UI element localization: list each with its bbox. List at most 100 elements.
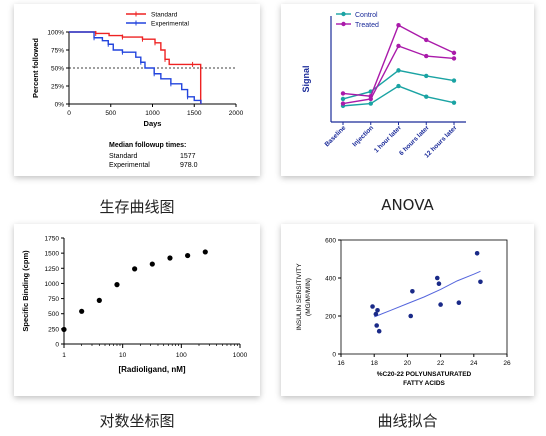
x-tick-label: 16	[337, 360, 345, 367]
y-tick-label: 0%	[55, 102, 65, 109]
x-tick-label: 500	[105, 110, 116, 117]
data-point	[114, 282, 120, 288]
anova-caption: ANOVA	[381, 196, 434, 214]
data-point-treated	[451, 56, 457, 61]
survival-line-experimental	[69, 31, 202, 104]
x-axis-title: FATTY ACIDS	[403, 380, 445, 387]
data-point	[167, 255, 173, 261]
data-point	[374, 323, 379, 328]
survival-line-standard	[69, 31, 202, 104]
legend-marker	[341, 21, 346, 27]
y-tick-label: 25%	[51, 84, 64, 91]
data-point-control	[424, 94, 429, 99]
x-tick-label: 26	[503, 360, 511, 367]
data-point	[61, 326, 67, 333]
data-point	[478, 279, 483, 285]
x-tick-label: 22	[437, 360, 445, 367]
legend-label: Control	[355, 12, 378, 19]
y-tick-label: 1250	[45, 266, 60, 273]
survival-panel: 0% 25% 50% 75% 100% 0 500 1000 1500 2000 Days Perce…	[14, 4, 260, 176]
data-point-control	[451, 78, 457, 83]
data-point-treated	[340, 101, 346, 106]
survival-chart: 0% 25% 50% 75% 100% 0 500 1000 1500 2000 Days Perce…	[31, 11, 244, 169]
y-tick-label: 1750	[45, 236, 60, 243]
x-tick-label: 1000	[145, 110, 160, 117]
fit-caption: 曲线拟合	[377, 412, 438, 430]
x-axis-title: Days	[144, 119, 162, 128]
data-point-control	[451, 100, 457, 105]
x-tick-label: 0	[67, 110, 71, 117]
data-point-treated	[424, 37, 429, 43]
series-line-control	[342, 85, 455, 107]
data-point	[410, 289, 415, 294]
loglog-caption: 对数坐标图	[99, 412, 175, 430]
x-tick-label: 20	[404, 360, 412, 367]
data-point	[375, 308, 380, 313]
data-point	[79, 308, 85, 314]
x-tick-label: 18	[371, 360, 379, 367]
y-tick-label: 0	[332, 352, 336, 359]
data-point-treated	[424, 53, 429, 59]
data-point-treated	[396, 23, 401, 28]
data-point-control	[340, 96, 346, 102]
x-tick-label: 100	[176, 352, 187, 359]
x-axis-title: %C20-22 POLYUNSATURATED	[377, 371, 472, 378]
data-point-control	[396, 68, 401, 73]
data-point-control	[424, 73, 429, 79]
data-point	[96, 297, 102, 303]
loglog-panel: 0 250 500 750 1000 1250 1500 1750 1 10 100 1000 [Rad…	[14, 224, 260, 396]
data-point	[436, 281, 442, 286]
y-tick-label: 400	[325, 276, 336, 283]
data-point	[456, 300, 462, 305]
y-tick-label: 1000	[45, 281, 60, 288]
legend-label: Standard	[151, 12, 178, 19]
curve-fit-chart: 0 200 400 600 16 18 20 22 24 26 %C20-22 POLYUNSATU…	[296, 238, 511, 388]
median-title: Median followup times:	[109, 142, 186, 149]
log-scale-chart: 0 250 500 750 1000 1250 1500 1750 1 10 100 1000 [Rad…	[21, 236, 248, 375]
y-tick-label: 50%	[51, 66, 64, 73]
x-tick-label: 10	[119, 352, 127, 359]
data-point	[202, 249, 208, 255]
y-axis-title: Specific Binding (cpm)	[21, 250, 30, 332]
y-tick-label: 250	[48, 326, 59, 333]
data-point	[370, 304, 375, 309]
median-label: Standard	[109, 153, 138, 160]
data-point	[408, 313, 414, 319]
data-point-treated	[340, 91, 346, 96]
y-tick-label: 600	[325, 238, 336, 245]
x-tick-label: 1	[62, 352, 66, 359]
y-tick-label: 0	[55, 342, 59, 349]
legend-label: Treated	[355, 22, 379, 29]
data-point	[132, 266, 138, 272]
y-tick-label: 1500	[45, 251, 60, 258]
x-tick-label: 1500	[187, 110, 202, 117]
data-point-treated	[368, 96, 373, 102]
data-point	[434, 275, 440, 281]
y-tick-label: 75%	[51, 48, 64, 55]
x-tick-label: Baseline	[324, 124, 348, 148]
data-point	[149, 261, 155, 267]
anova-panel: Signal Baseline Injection 1 hour later 6 hou…	[281, 4, 534, 176]
y-axis-title: INSULIN SENSITIVITY	[296, 263, 303, 331]
plot-frame	[340, 239, 508, 355]
y-axis-title: (MG/M²/MIN)	[305, 278, 312, 316]
x-tick-label: Injection	[351, 124, 375, 148]
y-tick-label: 200	[325, 314, 336, 321]
y-axis-title: Percent followed	[31, 38, 40, 98]
data-point	[373, 311, 379, 317]
data-point	[438, 302, 443, 307]
legend-label: Experimental	[151, 21, 189, 28]
y-tick-label: 500	[48, 311, 59, 318]
data-point	[185, 252, 191, 259]
y-tick-label: 750	[48, 296, 59, 303]
y-axis-title: Signal	[301, 65, 311, 92]
data-point	[376, 328, 382, 334]
median-value: 978.0	[180, 162, 198, 169]
x-tick-label: 1 hour later	[373, 124, 403, 154]
survival-caption: 生存曲线图	[99, 198, 175, 216]
data-point-treated	[451, 50, 457, 56]
data-point-control	[396, 83, 401, 89]
fit-panel: 0 200 400 600 16 18 20 22 24 26 %C20-22 POLYUNSATU…	[281, 224, 534, 396]
y-tick-label: 100%	[47, 30, 64, 37]
